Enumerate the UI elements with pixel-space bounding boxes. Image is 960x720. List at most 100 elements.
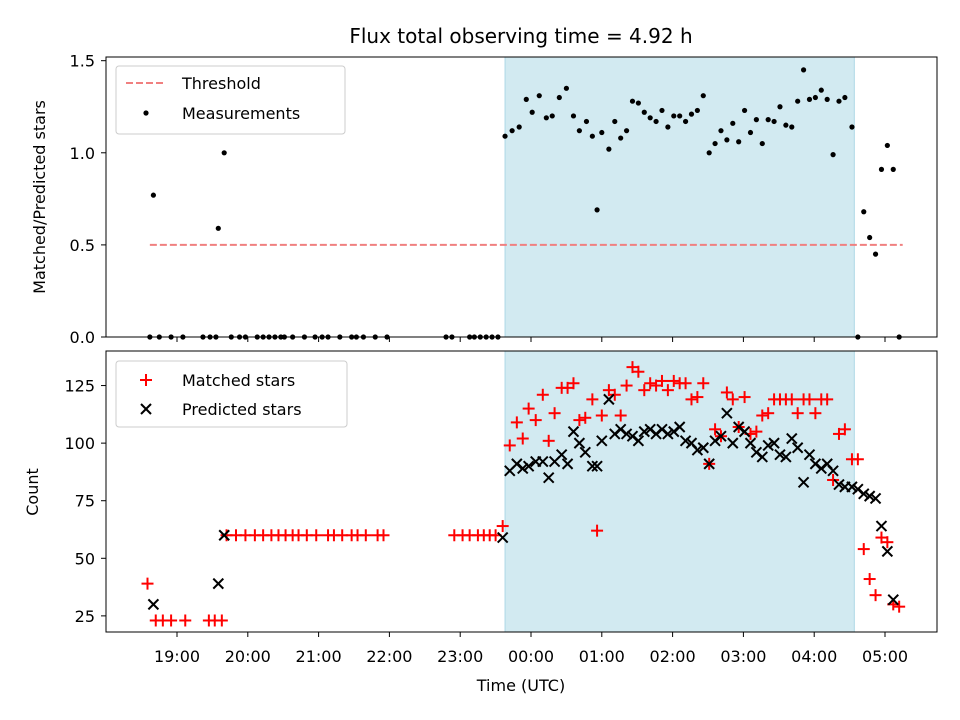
predicted-star-point: [797, 476, 810, 488]
predicted-star-point: [691, 444, 704, 456]
legend-threshold-label: Threshold: [181, 74, 261, 93]
matched-star-point: [608, 388, 621, 401]
predicted-star-point: [662, 428, 674, 440]
measurement-point: [842, 94, 848, 101]
top-y-axis: 0.0 0.5 1.0 1.5: [70, 52, 106, 347]
predicted-star-point: [212, 577, 225, 590]
y-tick-label: 75: [75, 492, 95, 511]
ratio-panel: 0.0 0.5 1.0 1.5 Matched/Predicted stars Thr…: [30, 52, 938, 347]
x-tick-label: 03:00: [720, 647, 766, 666]
observing-span-fill: [505, 57, 855, 337]
matched-star-point: [141, 577, 154, 590]
x-tick-label: 23:00: [437, 647, 483, 666]
measurement-point: [509, 128, 515, 134]
y-tick-label: 0.0: [70, 328, 95, 347]
matched-star-point: [851, 453, 864, 466]
measurement-point: [150, 192, 156, 198]
measurement-point: [221, 150, 227, 156]
matched-star-point: [516, 432, 529, 445]
matched-star-point: [691, 391, 704, 404]
predicted-star-point: [727, 437, 739, 449]
predicted-star-point: [537, 455, 549, 468]
matched-star-point: [809, 407, 822, 420]
matched-star-point: [655, 374, 668, 387]
measurement-point: [516, 124, 522, 130]
predicted-star-point: [858, 488, 870, 500]
measurement-point: [694, 107, 700, 114]
predicted-star-point: [218, 529, 230, 541]
matched-star-point: [667, 374, 680, 387]
predicted-star-point: [863, 490, 876, 502]
measurement-point: [872, 251, 879, 257]
measurement-point: [706, 150, 712, 156]
measurement-point: [536, 93, 542, 99]
matched-star-point: [567, 377, 580, 390]
measurement-point: [523, 96, 529, 102]
measurement-point: [765, 117, 771, 123]
measurement-point: [736, 139, 742, 145]
measurement-point: [747, 129, 754, 136]
predicted-star-point: [833, 478, 845, 491]
measurement-point: [502, 133, 508, 139]
measurement-point: [599, 129, 605, 136]
predicted-star-point: [573, 437, 586, 449]
observing-span-fill: [505, 351, 855, 632]
matched-star-point: [857, 543, 870, 556]
matched-star-point: [179, 614, 192, 627]
predicted-star-point: [869, 492, 882, 505]
y-tick-label: 1.0: [70, 144, 95, 163]
x-tick-label: 04:00: [791, 647, 837, 666]
measurement-point: [884, 142, 890, 149]
y-tick-label: 50: [75, 549, 95, 568]
predicted-star-point: [774, 448, 786, 461]
measurement-point: [606, 146, 612, 152]
predicted-star-point: [768, 437, 780, 449]
predicted-star-point: [715, 430, 727, 442]
x-tick-label: 00:00: [508, 647, 554, 666]
measurement-point: [741, 107, 748, 114]
y-tick-label: 25: [75, 607, 95, 626]
predicted-star-point: [567, 425, 580, 438]
matched-star-point: [661, 384, 674, 397]
matched-star-point: [697, 377, 710, 390]
predicted-star-point: [791, 442, 804, 454]
matched-star-point: [881, 536, 894, 549]
matched-star-point: [310, 529, 323, 542]
measurement-point: [849, 124, 855, 130]
matched-star-point: [803, 393, 816, 406]
bottom-legend-box: [115, 360, 348, 428]
predicted-star-point: [603, 393, 615, 406]
y-tick-label: 125: [64, 377, 95, 396]
predicted-star-point: [591, 460, 603, 472]
measurement-point: [867, 234, 873, 241]
matched-star-point: [644, 377, 657, 390]
measurement-point: [682, 118, 689, 125]
predicted-star-point: [679, 435, 692, 447]
measurement-point: [570, 113, 577, 119]
top-y-axis-label: Matched/Predicted stars: [30, 100, 49, 294]
matched-star-point: [359, 529, 372, 542]
measurement-point: [665, 124, 671, 130]
measurement-point: [549, 113, 555, 119]
measurement-point: [783, 122, 789, 128]
matched-star-point: [503, 439, 516, 452]
measurement-point: [795, 98, 801, 104]
bottom-axes-frame: [105, 350, 938, 633]
predicted-star-point: [846, 481, 858, 493]
measurement-point: [618, 135, 624, 141]
predicted-stars-points: [147, 393, 899, 611]
measurement-point: [543, 115, 549, 121]
matched-star-point: [720, 386, 733, 399]
matched-star-point: [632, 365, 645, 378]
matched-star-point: [685, 393, 698, 406]
measurement-point: [806, 96, 813, 102]
measurement-point: [594, 207, 600, 213]
predicted-star-point: [744, 437, 757, 449]
bottom-y-axis: 25 50 75 100 125: [64, 377, 106, 626]
matched-star-point: [536, 388, 549, 401]
predicted-star-point: [803, 448, 816, 461]
matched-star-point: [614, 409, 627, 422]
predicted-star-point: [579, 446, 591, 459]
x-tick-label: 19:00: [154, 647, 200, 666]
matched-star-point: [510, 416, 523, 429]
